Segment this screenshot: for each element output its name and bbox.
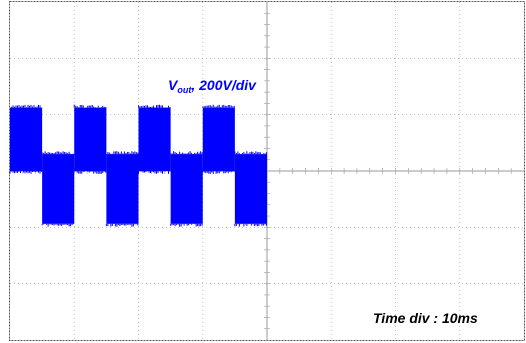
waveform-segment-0 [10,107,43,171]
waveform-segment-4 [138,107,171,171]
signal-label: Vout, 200V/div [168,77,257,95]
waveform-segment-2 [74,107,107,171]
waveform-trace [9,104,267,227]
waveform-segment-3 [106,154,139,224]
waveform-segment-5 [170,154,203,224]
signal-label-rest: , 200V/div [190,77,257,93]
time-div-label: Time div : 10ms [373,310,478,326]
waveform-segment-6 [202,107,235,171]
signal-label-sub: out [177,85,192,95]
waveform-segment-1 [42,154,75,224]
signal-label-main: V [168,77,179,93]
waveform-segment-7 [234,154,267,224]
